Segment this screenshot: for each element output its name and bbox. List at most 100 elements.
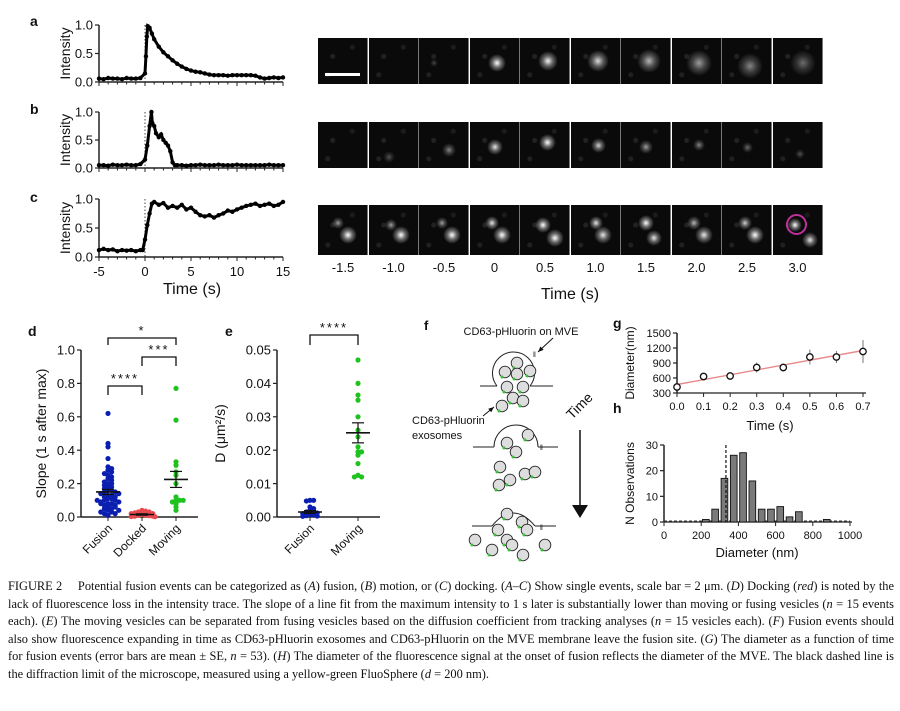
- fluorescent-spot: [392, 226, 410, 244]
- trace-b-point: [276, 163, 281, 168]
- fluorescent-spot: [594, 226, 612, 244]
- caption-segment: ) The moving vesicles can be separated f…: [53, 614, 655, 628]
- panel-label-a: a: [30, 13, 38, 29]
- pd-data-point-fusion: [105, 512, 111, 518]
- highlight-circle: [785, 214, 807, 235]
- trace-c-point: [175, 205, 180, 210]
- trace-a-point: [267, 75, 272, 81]
- trace-c-point: [262, 202, 267, 207]
- pe-x-tick-label: Moving: [328, 521, 365, 558]
- trace-b-point: [253, 163, 258, 168]
- trace-c-point: [207, 213, 212, 218]
- pe-data-point-moving: [359, 449, 365, 455]
- trace-a-point: [244, 72, 249, 78]
- fluorescent-spot: [539, 134, 556, 152]
- caption-segment: ) docking. (: [447, 579, 506, 593]
- trace-b-point: [147, 123, 152, 129]
- h-y-tick-label: 0: [652, 517, 658, 529]
- trace-a-point: [144, 34, 150, 39]
- caption-segment: n: [230, 649, 237, 663]
- trace-c-point: [198, 213, 203, 218]
- trace-b-point: [124, 162, 129, 167]
- pe-significance-stars: ****: [320, 320, 348, 335]
- frame-time-label: -1.0: [382, 260, 404, 275]
- trace-c-point: [165, 205, 171, 210]
- trace-c-point: [152, 199, 157, 205]
- caption-segment: A: [308, 579, 316, 593]
- fluorescent-spot: [590, 137, 606, 153]
- trace-c-point: [253, 201, 258, 206]
- frame-time-labels: -1.5 -1.0 -0.5 0 0.5 1.0 1.5 2.0 2.5 3.0: [332, 260, 807, 275]
- h-histogram-bar: [702, 518, 710, 523]
- trace-c-point: [221, 211, 226, 216]
- caption-segment: H: [277, 649, 287, 663]
- pHluorin-marker: [512, 377, 516, 381]
- pe-data-point-moving: [355, 444, 361, 450]
- caption-segment: ) Show single events, scale bar = 2 μm. …: [527, 579, 731, 593]
- g-data-point: [726, 372, 734, 380]
- g-data-point: [832, 353, 841, 361]
- membrane-protein-glyph: ‖: [540, 525, 543, 532]
- fluorescent-spot: [534, 217, 551, 233]
- pHluorin-marker: [507, 548, 511, 552]
- microscopy-frame: [520, 38, 570, 84]
- pe-data-point-fusion: [303, 498, 309, 504]
- microscopy-frame: [469, 205, 520, 255]
- pe-y-tick-label: 0.05: [246, 343, 271, 358]
- trace-c-y-tick-label: 0.5: [75, 221, 93, 236]
- pe-y-tick-label: 0.02: [246, 443, 271, 458]
- pd-significance-stars: ****: [111, 371, 139, 386]
- pe-data-point-moving: [355, 414, 361, 420]
- pe-data-point-fusion: [311, 497, 317, 503]
- exosome-vesicle: [500, 507, 514, 521]
- trace-c-y-tick-label: 1.0: [75, 192, 93, 207]
- trace-b-point: [101, 163, 106, 168]
- trace-c-point: [248, 202, 253, 207]
- intensity-traces: 0.00.51.0Intensity0.00.51.0Intensity0.00…: [57, 18, 290, 279]
- panel-label-h: h: [613, 400, 622, 416]
- pHluorin-marker: [494, 488, 498, 492]
- fluorescent-spot: [488, 54, 506, 73]
- trace-b-point: [145, 143, 150, 148]
- trace-b-line: [99, 111, 283, 168]
- trace-a-point: [207, 72, 212, 77]
- fluorescent-spot: [332, 216, 344, 229]
- fluorescent-spot: [537, 51, 558, 71]
- frame-time-label: 0: [491, 260, 498, 275]
- frame-time-label: -1.5: [332, 260, 354, 275]
- frame-time-label: 1.5: [637, 260, 655, 275]
- microscopy-frame: [570, 205, 621, 255]
- trace-c-point: [193, 209, 198, 214]
- trace-c-point: [244, 203, 249, 209]
- pHluorin-marker: [500, 375, 504, 379]
- pHluorin-marker: [470, 543, 474, 547]
- microscopy-frame: [368, 122, 419, 168]
- microscopy-frame: [368, 205, 419, 255]
- pd-data-point-moving: [177, 497, 183, 503]
- fluorescent-spot: [485, 215, 499, 230]
- microscopy-frame: [520, 122, 570, 168]
- pe-y-tick-label: 0.04: [246, 376, 271, 391]
- exosome-vesicle: [468, 533, 482, 547]
- trace-b-point: [225, 163, 230, 168]
- trace-a-point: [115, 76, 120, 81]
- fluorescent-spot: [693, 139, 705, 151]
- pd-y-tick-label: 0.0: [57, 510, 75, 525]
- g-x-axis-label: Time (s): [746, 418, 793, 433]
- microscopy-frame: [671, 38, 722, 84]
- trace-b-point: [280, 163, 286, 168]
- trace-c-point: [202, 214, 207, 219]
- pd-y-tick-label: 0.8: [57, 376, 75, 391]
- caption-segment: FIGURE 2 Potential fusion events can be …: [8, 579, 309, 593]
- trace-c-point: [142, 237, 148, 242]
- trace-b-point: [129, 163, 134, 168]
- trace-b-y-tick-label: 0.0: [75, 161, 93, 176]
- pd-data-point-fusion: [112, 502, 118, 508]
- panel-label-d: d: [28, 323, 37, 339]
- trace-a-point: [124, 75, 129, 81]
- caption-segment: = 200 nm).: [431, 666, 489, 681]
- trace-c-point: [145, 222, 150, 228]
- pe-data-point-moving: [351, 474, 357, 480]
- exosome-vesicle: [516, 548, 530, 562]
